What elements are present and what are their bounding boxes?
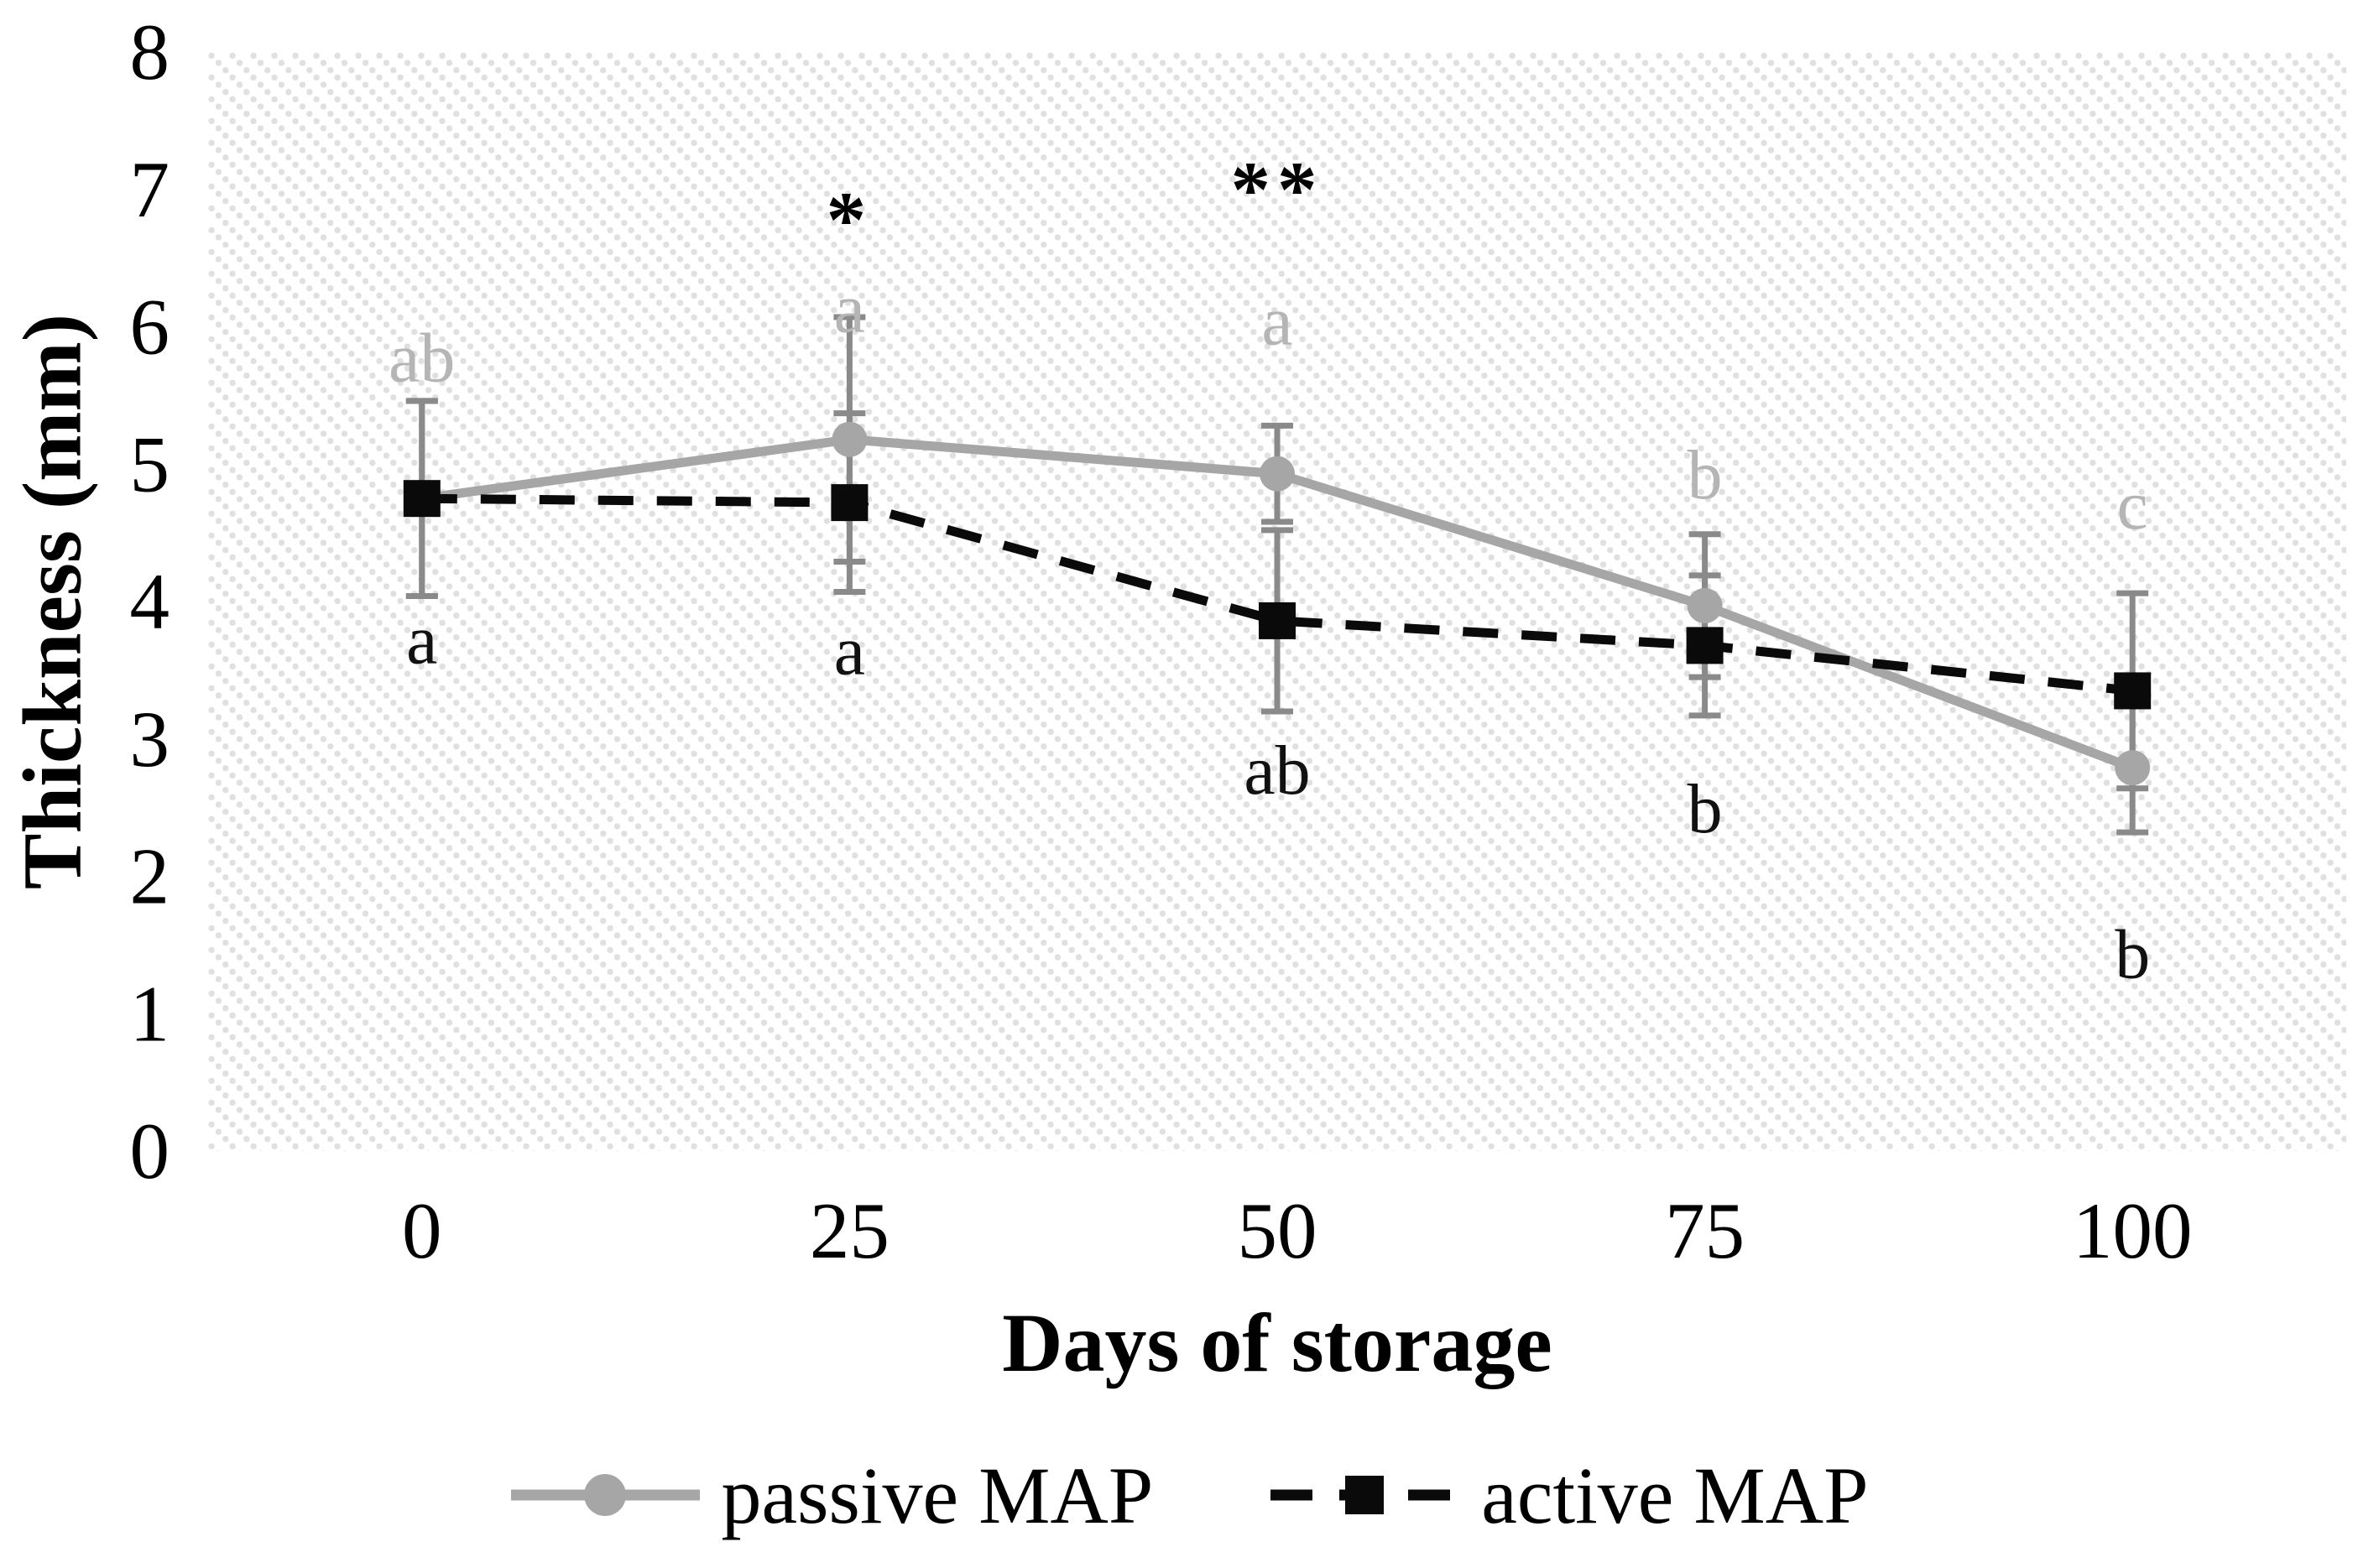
data-point-square-active-25 [831, 484, 869, 522]
point-label: a [1261, 282, 1292, 360]
square-marker-dashed-line-icon [1270, 1469, 1460, 1521]
point-label: b [2115, 915, 2150, 993]
x-tick-label: 75 [1665, 1186, 1745, 1275]
y-tick-label: 3 [130, 695, 170, 784]
point-label: a [834, 612, 865, 690]
data-point-circle-passive-25 [832, 421, 868, 457]
x-axis-title: Days of storage [1002, 1296, 1552, 1389]
y-axis-title: Thickness (mm) [5, 313, 99, 890]
legend-label-active: active MAP [1481, 1450, 1869, 1540]
data-point-square-active-75 [1686, 627, 1724, 664]
point-label: c [2117, 466, 2148, 544]
x-tick-label: 0 [402, 1186, 442, 1275]
point-label: a [406, 601, 437, 679]
data-point-circle-passive-75 [1687, 587, 1723, 623]
significance-asterisk: * [827, 175, 874, 264]
point-label: b [1688, 770, 1723, 848]
legend-item-passive-map: passive MAP [510, 1449, 1154, 1542]
y-tick-label: 6 [130, 283, 170, 372]
data-point-square-active-50 [1259, 602, 1296, 639]
point-label: b [1688, 436, 1723, 514]
point-label: ab [389, 320, 455, 398]
significance-asterisk: ** [1231, 145, 1324, 234]
legend: passive MAP active MAP [0, 1426, 2379, 1564]
data-point-square-active-0 [403, 480, 441, 518]
x-tick-label: 25 [810, 1186, 890, 1275]
legend-item-active-map: active MAP [1270, 1449, 1868, 1542]
x-tick-label: 50 [1238, 1186, 1317, 1275]
y-tick-label: 5 [130, 419, 170, 508]
circle-marker-line-icon [510, 1469, 700, 1521]
data-point-circle-passive-100 [2115, 750, 2151, 786]
y-tick-label: 0 [130, 1107, 170, 1196]
series-line-active-map [421, 493, 2133, 695]
legend-label-passive: passive MAP [721, 1450, 1154, 1540]
y-tick-label: 2 [130, 832, 170, 921]
y-tick-label: 1 [130, 969, 170, 1058]
data-point-square-active-100 [2114, 672, 2152, 710]
data-point-circle-passive-50 [1260, 456, 1295, 492]
y-tick-label: 7 [130, 145, 170, 234]
point-label: ab [1244, 732, 1310, 810]
x-tick-label: 100 [2073, 1186, 2193, 1275]
point-label: a [834, 270, 865, 348]
y-tick-label: 8 [130, 8, 170, 96]
y-tick-label: 4 [130, 557, 170, 646]
